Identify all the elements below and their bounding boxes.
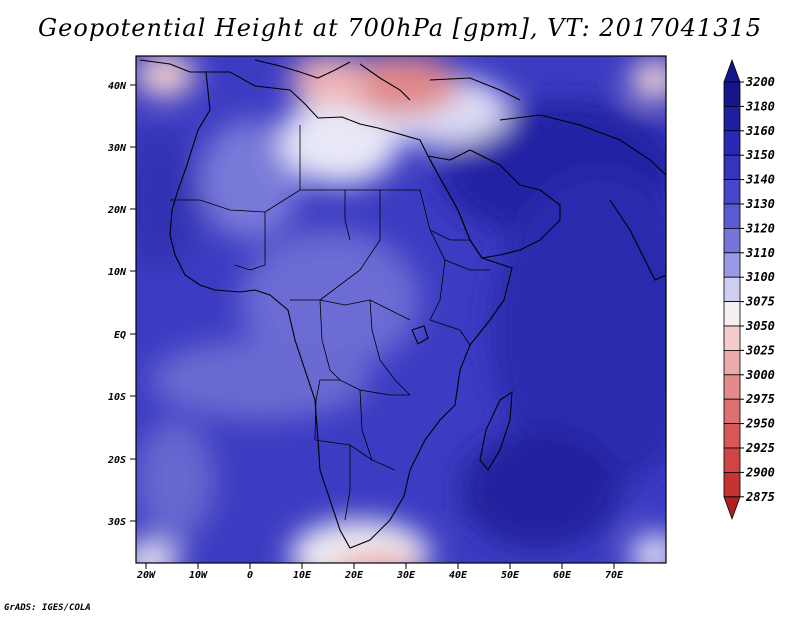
field-high-madagascar-east (460, 430, 620, 550)
field-high-indian-ocean (490, 170, 666, 490)
field-ne-corner-low (630, 60, 666, 100)
map-frame (135, 55, 667, 564)
lon-label: 70E (605, 570, 624, 581)
colorbar-label: 3130 (745, 197, 775, 211)
colorbar-label: 3110 (745, 246, 775, 260)
coast-madagascar (479, 390, 513, 471)
height-field (136, 56, 666, 563)
field-med-low-west (290, 56, 370, 105)
lat-label: 30N (107, 143, 127, 154)
lat-label: 10S (108, 392, 126, 403)
field-se-corner (630, 533, 666, 563)
lat-label: 20N (107, 205, 127, 216)
colorbar-swatch (723, 154, 741, 180)
colorbar-label: 2900 (745, 465, 775, 479)
colorbar-swatch (723, 301, 741, 327)
lon-label: 10W (189, 570, 208, 581)
colorbar-swatch (723, 252, 741, 278)
colorbar-label: 3120 (745, 221, 775, 235)
colorbar-swatch (723, 106, 741, 132)
lon-label: 50E (501, 570, 520, 581)
lon-label: 20W (136, 570, 156, 581)
field-central-light (240, 230, 420, 370)
longitude-axis: 20W 10W 0 10E 20E 30E 40E 50E 60E 70E (136, 563, 624, 581)
colorbar-bottom-arrow (723, 496, 741, 520)
colorbar-swatch (723, 227, 741, 254)
lon-label: 0 (247, 570, 253, 581)
colorbar: 3200 3180 3160 3150 3140 3130 3120 3110 3100 3075… (723, 58, 775, 520)
colorbar-label: 3025 (745, 343, 775, 357)
colorbar-swatch (723, 276, 741, 303)
colorbar-swatch (723, 130, 741, 156)
colorbar-label: 3200 (745, 75, 775, 89)
coast-africa (169, 71, 513, 549)
colorbar-label: 3000 (745, 368, 775, 382)
lon-label: 60E (553, 570, 572, 581)
colorbar-swatch (723, 203, 741, 229)
field-iberia-low (136, 56, 195, 97)
colorbar-swatch (723, 398, 741, 425)
coast-lake-victoria (411, 325, 429, 345)
colorbar-label: 3150 (745, 148, 775, 162)
field-sw-corner (136, 542, 180, 563)
lat-label: EQ (114, 330, 126, 341)
lon-label: 40E (449, 570, 468, 581)
colorbar-swatch (723, 179, 741, 205)
coast-arabia (426, 149, 561, 259)
lat-label: 20S (107, 455, 126, 466)
colorbar-label: 3050 (745, 319, 775, 333)
field-west-africa (136, 130, 200, 270)
borders (170, 125, 490, 521)
colorbar-label: 3160 (745, 124, 775, 138)
colorbar-top-arrow (723, 58, 741, 83)
colorbar-label: 2875 (745, 490, 775, 504)
colorbar-swatch (723, 325, 741, 351)
colorbar-label: 3075 (745, 295, 775, 309)
colorbar-label: 3180 (745, 99, 775, 113)
map-figure: 40N 30N 20N 10N EQ 10S 20S 30S 20W 10W 0 10E 20E 30E… (107, 55, 775, 581)
coast-iran-india (499, 114, 666, 281)
coast-europe (139, 59, 521, 101)
latitude-axis: 40N 30N 20N 10N EQ 10S 20S 30S (107, 81, 136, 528)
colorbar-swatch (723, 374, 741, 400)
lon-label: 30E (396, 570, 416, 581)
lon-label: 10E (293, 570, 312, 581)
field-south-pale (290, 520, 430, 563)
field-southwest-light (136, 420, 215, 540)
colorbar-label: 3100 (745, 270, 775, 284)
colorbar-label: 2925 (745, 441, 775, 455)
colorbar-label: 2975 (745, 392, 775, 406)
field-sahara-light (200, 120, 300, 240)
colorbar-swatch (723, 423, 741, 449)
lon-label: 20E (344, 570, 364, 581)
field-south-low-core (334, 554, 416, 563)
credit-label: GrADS: IGES/COLA (4, 603, 91, 613)
colorbar-swatch (723, 349, 741, 376)
lat-label: 30S (107, 517, 126, 528)
colorbar-label: 2950 (745, 417, 775, 431)
lat-label: 40N (108, 81, 127, 92)
colorbar-swatch (723, 447, 741, 473)
field-egypt-pale (280, 95, 400, 185)
colorbar-swatch (723, 81, 741, 107)
chart-title: Geopotential Height at 700hPa [gpm], VT:… (38, 14, 762, 42)
colorbar-label: 3140 (745, 173, 775, 187)
colorbar-swatch (723, 471, 741, 498)
coastlines (139, 59, 666, 549)
lat-label: 10N (108, 267, 127, 278)
